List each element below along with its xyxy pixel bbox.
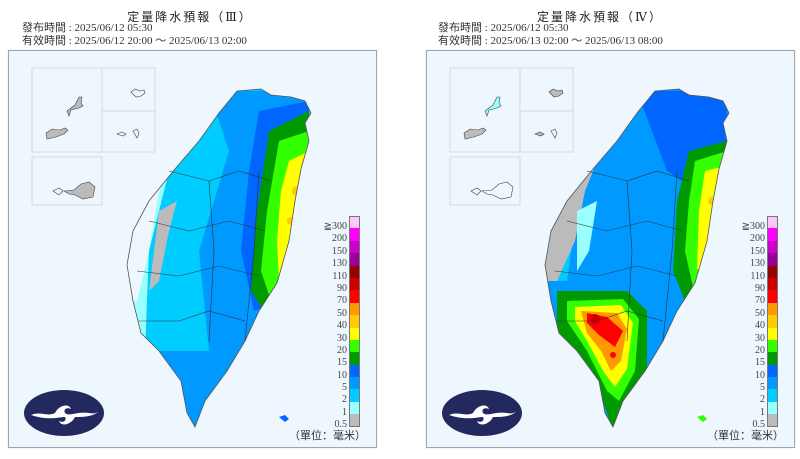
legend-swatch [767, 327, 778, 340]
legend-swatch [767, 414, 778, 427]
legend-swatch [349, 277, 360, 291]
map-frame: ≧300 200 150 130 110 90 70 50 40 30 20 1… [8, 50, 377, 448]
legend-swatch [767, 401, 778, 415]
legend-swatch [349, 339, 360, 353]
legend-swatch [767, 315, 778, 328]
legend-swatch [349, 401, 360, 415]
legend-swatch [767, 377, 778, 390]
legend-swatch [349, 414, 360, 427]
legend-swatch [349, 240, 360, 254]
legend-swatch [767, 389, 778, 402]
unit-label: （單位：毫米） [289, 429, 366, 442]
district-lines [136, 170, 272, 342]
legend-swatch [767, 240, 778, 254]
unit-label: （單位：毫米） [707, 429, 784, 442]
issue-time: 發布時間 : 2025/06/12 05:30 [438, 22, 569, 34]
legend-swatch [349, 364, 360, 378]
green-island [279, 415, 289, 422]
legend-swatch [767, 302, 778, 316]
rainfall-legend: ≧300 200 150 130 110 90 70 50 40 30 20 1… [718, 216, 778, 430]
legend-swatch [349, 377, 360, 390]
rainfall-legend: ≧300 200 150 130 110 90 70 50 40 30 20 1… [300, 216, 360, 430]
green-island [697, 415, 707, 422]
legend-swatch [767, 253, 778, 266]
legend-swatch [767, 277, 778, 291]
legend-swatch [767, 228, 778, 241]
panel-title: 定量降水預報（Ⅳ） [537, 10, 663, 24]
legend-swatch [767, 364, 778, 378]
valid-time: 有效時間 : 2025/06/12 20:00 ～ 2025/06/13 02:… [22, 35, 247, 47]
legend-swatch [349, 290, 360, 303]
legend-swatch [349, 265, 360, 278]
island-shapes [45, 88, 146, 200]
legend-swatch [767, 352, 778, 365]
legend-swatch [349, 327, 360, 340]
legend-swatch [349, 228, 360, 241]
qpf-panel-iv: 定量降水預報（Ⅳ） 發布時間 : 2025/06/12 05:30 有效時間 :… [410, 0, 800, 459]
map-frame: ≧300 200 150 130 110 90 70 50 40 30 20 1… [426, 50, 795, 448]
rainfall-map [31, 67, 312, 428]
issue-time: 發布時間 : 2025/06/12 05:30 [22, 22, 153, 34]
qpf-panel-iii: 定量降水預報（Ⅲ） 發布時間 : 2025/06/12 05:30 有效時間 :… [8, 10, 377, 448]
legend-swatch [767, 339, 778, 353]
island-insets [449, 67, 574, 206]
legend-swatch [767, 265, 778, 278]
legend-swatch [767, 290, 778, 303]
island-shapes [463, 88, 564, 200]
valid-time: 有效時間 : 2025/06/13 02:00 ～ 2025/06/13 08:… [438, 35, 663, 47]
district-lines [554, 170, 690, 342]
island-insets [31, 67, 156, 206]
cwa-cloud-logo-icon [24, 390, 104, 436]
legend-swatch [349, 302, 360, 316]
legend-swatch [767, 216, 778, 229]
legend-swatch [349, 216, 360, 229]
rainfall-map [449, 67, 730, 428]
legend-swatch [349, 389, 360, 402]
legend-swatch [349, 315, 360, 328]
legend-swatch [349, 253, 360, 266]
legend-swatch [349, 352, 360, 365]
panel-title: 定量降水預報（Ⅲ） [127, 10, 253, 24]
cwa-cloud-logo-icon [442, 390, 522, 436]
